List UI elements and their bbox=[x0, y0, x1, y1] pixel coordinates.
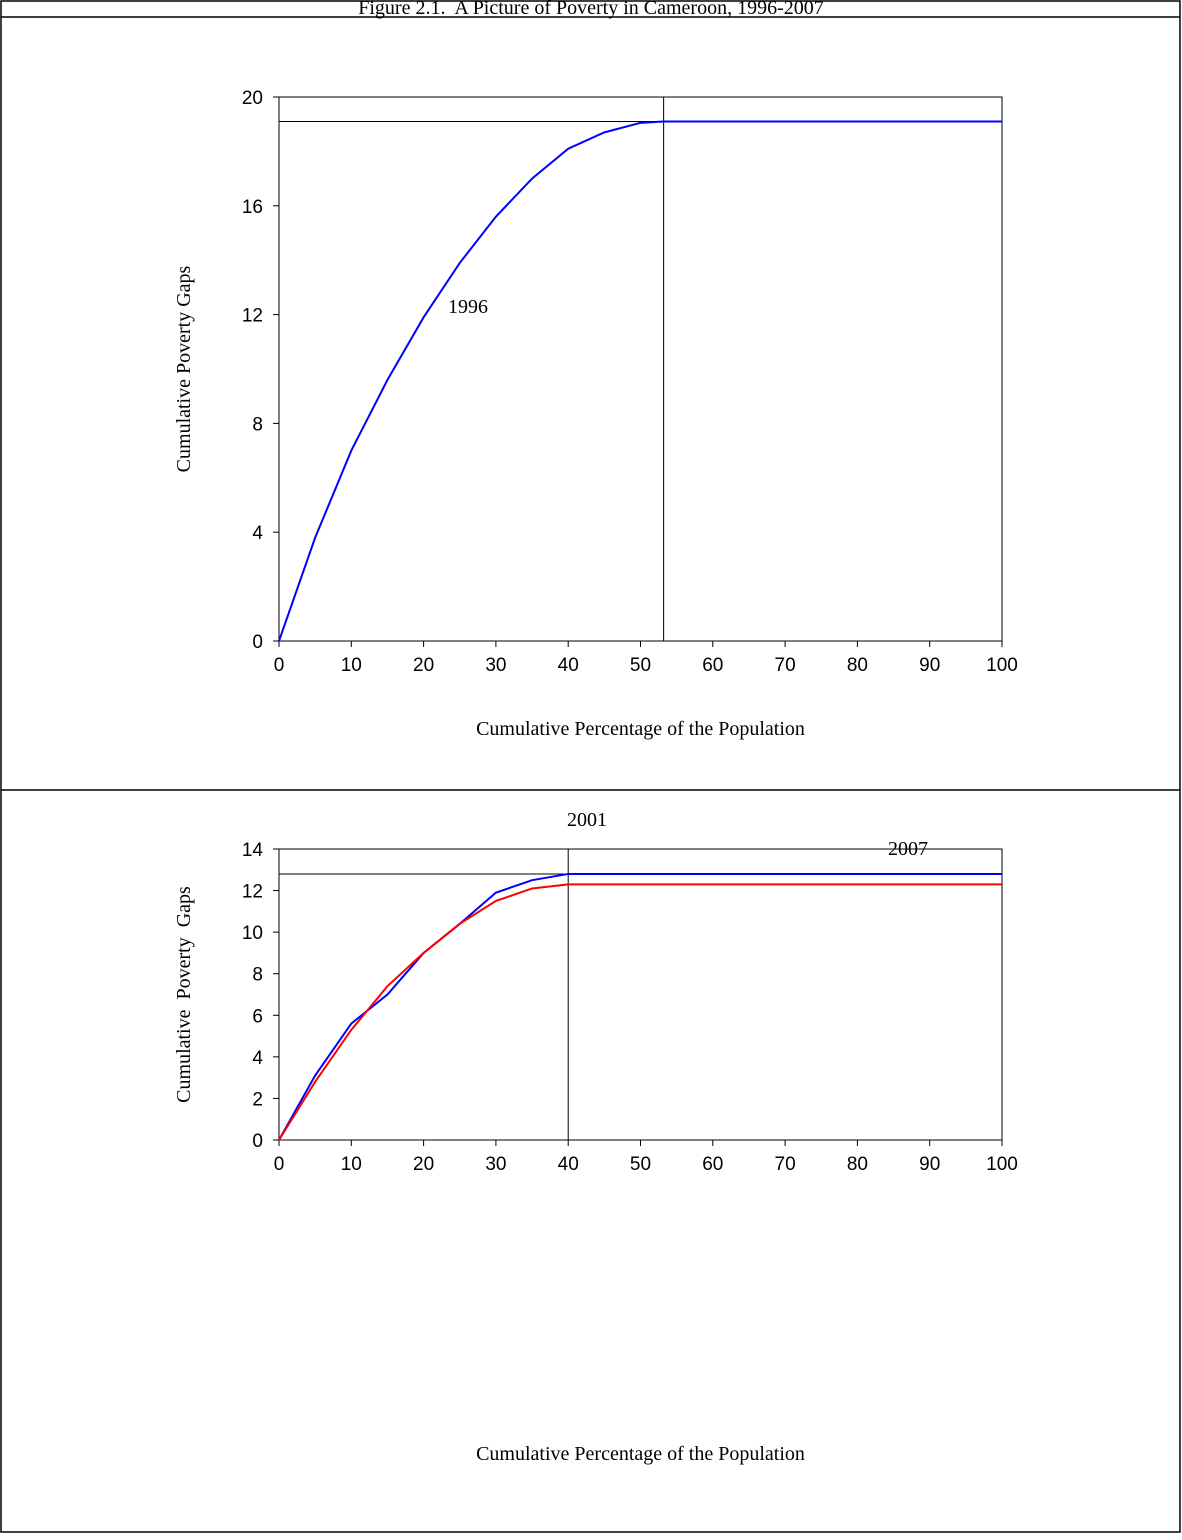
x-tick-label: 10 bbox=[341, 655, 362, 676]
y-tick-label: 0 bbox=[252, 632, 263, 653]
x-tick-label: 10 bbox=[341, 1154, 362, 1175]
x-tick-label: 70 bbox=[775, 655, 796, 676]
x-tick-label: 80 bbox=[847, 1154, 868, 1175]
x-tick-label: 100 bbox=[986, 1154, 1018, 1175]
x-tick-label: 80 bbox=[847, 655, 868, 676]
x-tick-label: 20 bbox=[413, 655, 434, 676]
series-line bbox=[278, 120, 1002, 642]
y-tick-label: 4 bbox=[252, 1048, 263, 1069]
y-axis-label: Cumulative Poverty Gaps bbox=[173, 265, 195, 472]
y-tick-label: 20 bbox=[242, 88, 263, 109]
x-tick-label: 90 bbox=[919, 1154, 940, 1175]
series-label: 2001 bbox=[567, 809, 607, 831]
y-tick-label: 10 bbox=[242, 923, 263, 944]
x-tick-label: 30 bbox=[485, 1154, 506, 1175]
series-label: 2007 bbox=[888, 838, 928, 860]
x-tick-label: 60 bbox=[702, 655, 723, 676]
y-tick-label: 2 bbox=[252, 1089, 263, 1110]
x-tick-label: 0 bbox=[274, 1154, 285, 1175]
x-tick-label: 90 bbox=[919, 655, 940, 676]
x-axis-label: Cumulative Percentage of the Population bbox=[476, 718, 805, 740]
x-tick-label: 70 bbox=[775, 1154, 796, 1175]
x-tick-label: 50 bbox=[630, 655, 651, 676]
y-tick-label: 12 bbox=[242, 306, 263, 327]
y-tick-label: 0 bbox=[252, 1131, 263, 1152]
y-tick-label: 6 bbox=[252, 1006, 263, 1027]
x-axis-label: Cumulative Percentage of the Population bbox=[476, 1443, 805, 1465]
x-tick-label: 40 bbox=[558, 655, 579, 676]
plot-frame bbox=[278, 96, 1003, 642]
x-tick-label: 60 bbox=[702, 1154, 723, 1175]
y-tick-label: 4 bbox=[252, 523, 263, 544]
x-tick-label: 30 bbox=[485, 655, 506, 676]
x-tick-label: 50 bbox=[630, 1154, 651, 1175]
series-line bbox=[278, 883, 1002, 1141]
x-tick-label: 100 bbox=[986, 655, 1018, 676]
series-label: 1996 bbox=[448, 296, 488, 318]
series-line bbox=[278, 872, 1002, 1141]
y-axis-label: Cumulative Poverty Gaps bbox=[173, 886, 195, 1103]
figure-title: Figure 2.1. A Picture of Poverty in Came… bbox=[358, 0, 824, 19]
y-tick-label: 8 bbox=[252, 965, 263, 986]
y-tick-label: 14 bbox=[242, 840, 264, 861]
y-tick-label: 16 bbox=[242, 197, 263, 218]
x-tick-label: 40 bbox=[558, 1154, 579, 1175]
y-tick-label: 12 bbox=[242, 882, 263, 903]
x-tick-label: 0 bbox=[274, 655, 285, 676]
y-tick-label: 8 bbox=[252, 414, 263, 435]
x-tick-label: 20 bbox=[413, 1154, 434, 1175]
